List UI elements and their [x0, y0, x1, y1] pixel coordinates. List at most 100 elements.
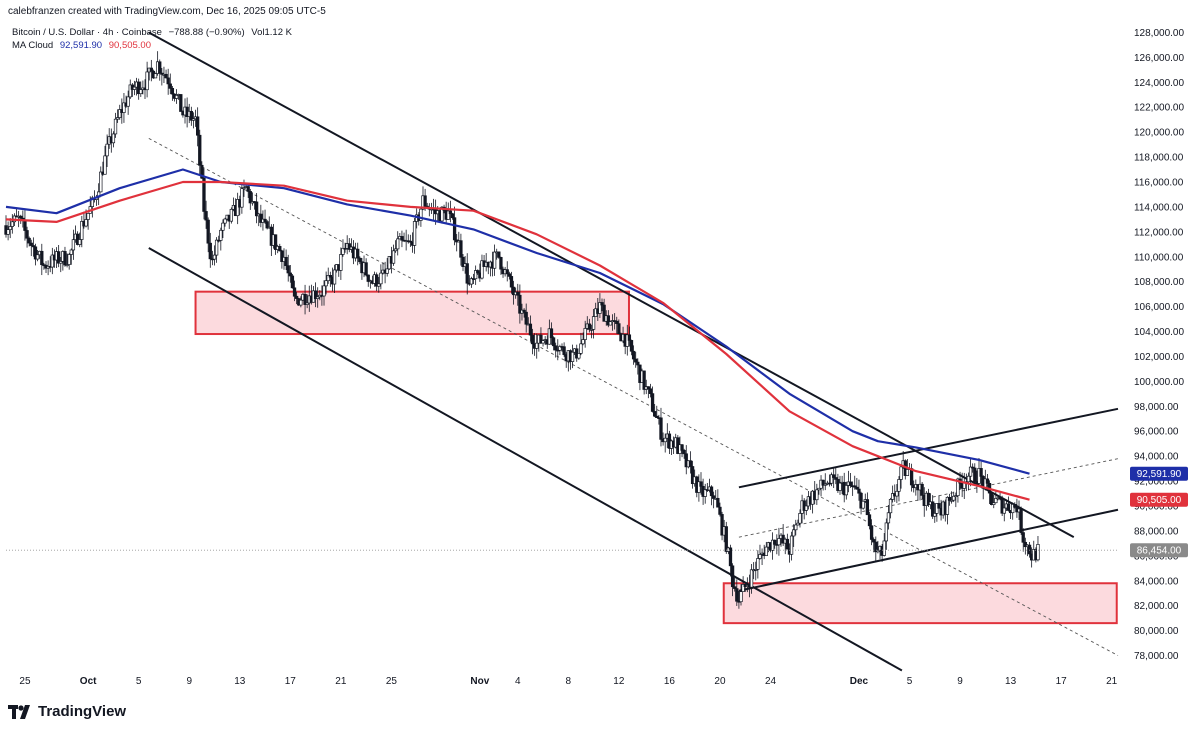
candle-body-63[interactable] [137, 81, 141, 95]
candle-body-199[interactable] [423, 195, 427, 207]
candle-body-17[interactable] [40, 250, 44, 266]
candle-body-207[interactable] [440, 206, 444, 222]
candle-body-389[interactable] [823, 483, 827, 486]
candle-body-483[interactable] [1021, 532, 1025, 543]
candle-body-255[interactable] [541, 340, 545, 344]
candle-body-213[interactable] [452, 217, 457, 241]
candle-body-221[interactable] [469, 278, 474, 285]
candle-body-354[interactable] [749, 569, 754, 588]
candle-body-405[interactable] [857, 488, 861, 494]
candle-body-358[interactable] [758, 554, 762, 559]
candle-body-322[interactable] [682, 449, 686, 455]
candle-body-287[interactable] [608, 321, 613, 326]
candle-body-283[interactable] [600, 302, 604, 306]
candle-body-152[interactable] [324, 280, 328, 287]
resistance-zone-2[interactable] [722, 582, 1118, 625]
candle-body-116[interactable] [248, 191, 252, 204]
candle-body-159[interactable] [339, 254, 343, 271]
candle-body-342[interactable] [724, 526, 728, 552]
candle-body-96[interactable] [206, 219, 210, 244]
candle-body-459[interactable] [971, 466, 975, 469]
candle-body-463[interactable] [979, 468, 983, 477]
candle-body-133[interactable] [284, 256, 288, 267]
candle-body-486[interactable] [1027, 544, 1032, 555]
candle-body-428[interactable] [905, 469, 910, 476]
candle-body-52[interactable] [113, 118, 118, 135]
candle-body-401[interactable] [848, 481, 853, 487]
tradingview-brand[interactable]: TradingView [8, 703, 126, 720]
candle-body-137[interactable] [292, 287, 297, 297]
candle-body-425[interactable] [899, 466, 903, 480]
candle-body-59[interactable] [128, 84, 132, 98]
candle-body-380[interactable] [804, 505, 808, 511]
candle-body-134[interactable] [286, 265, 290, 274]
candle-body-375[interactable] [794, 524, 798, 531]
candle-body-350[interactable] [741, 584, 745, 592]
candle-body-392[interactable] [829, 474, 834, 484]
candle-body-249[interactable] [528, 323, 533, 336]
candle-body-167[interactable] [356, 248, 360, 259]
candle-body-135[interactable] [288, 272, 292, 277]
candle-body-29[interactable] [65, 264, 69, 266]
candle-body-79[interactable] [170, 88, 175, 95]
candle-body-338[interactable] [716, 497, 720, 508]
candle-body-235[interactable] [499, 257, 503, 270]
candle-body-78[interactable] [168, 83, 172, 89]
candle-body-48[interactable] [105, 143, 109, 157]
candle-body-345[interactable] [730, 565, 735, 588]
candle-body-39[interactable] [86, 212, 90, 220]
candle-body-299[interactable] [634, 358, 638, 363]
candle-body-430[interactable] [909, 468, 914, 486]
candle-body-326[interactable] [690, 466, 695, 485]
candle-body-186[interactable] [396, 238, 400, 250]
candle-body-194[interactable] [412, 221, 417, 246]
candle-body-335[interactable] [709, 486, 714, 497]
candle-body-277[interactable] [587, 323, 592, 330]
candle-body-232[interactable] [492, 251, 497, 269]
candle-body-67[interactable] [145, 71, 149, 91]
candle-body-417[interactable] [882, 540, 886, 556]
trendline-4[interactable] [738, 407, 1119, 489]
candle-body-56[interactable] [122, 102, 126, 113]
candle-body-469[interactable] [992, 502, 996, 505]
candle-body-332[interactable] [703, 489, 707, 497]
candle-body-307[interactable] [650, 393, 655, 412]
candle-body-303[interactable] [642, 370, 646, 390]
candle-body-282[interactable] [598, 302, 602, 314]
candle-body-263[interactable] [558, 346, 562, 351]
candle-body-250[interactable] [530, 334, 535, 345]
candle-body-219[interactable] [465, 263, 469, 284]
candle-body-100[interactable] [214, 239, 219, 256]
candle-body-64[interactable] [139, 89, 143, 95]
candle-body-243[interactable] [516, 291, 520, 296]
candle-body-347[interactable] [735, 588, 739, 602]
candle-body-448[interactable] [947, 496, 952, 501]
candle-body-160[interactable] [341, 247, 345, 255]
price-axis[interactable]: 78,000.0080,000.0082,000.0084,000.0086,0… [1134, 28, 1184, 662]
candle-body-364[interactable] [770, 539, 775, 551]
candle-body-261[interactable] [554, 345, 558, 351]
candle-body-278[interactable] [589, 329, 594, 331]
candle-body-31[interactable] [69, 249, 73, 255]
candle-body-374[interactable] [792, 529, 796, 537]
indicator-row[interactable]: MA Cloud 92,591.90 90,505.00 [12, 39, 296, 52]
candle-body-110[interactable] [236, 199, 240, 217]
candle-body-211[interactable] [448, 210, 453, 215]
candle-body-252[interactable] [535, 342, 539, 349]
candle-body-308[interactable] [653, 411, 657, 417]
candle-body-290[interactable] [615, 320, 619, 324]
candle-body-104[interactable] [223, 218, 227, 224]
candle-body-279[interactable] [591, 316, 596, 330]
candle-body-275[interactable] [583, 328, 587, 340]
candle-body-406[interactable] [859, 492, 863, 509]
candle-body-95[interactable] [204, 211, 208, 221]
candle-body-244[interactable] [518, 294, 522, 314]
trendline-1[interactable] [148, 31, 1075, 539]
candle-body-449[interactable] [949, 499, 954, 502]
candle-body-404[interactable] [855, 486, 859, 490]
candle-body-298[interactable] [631, 350, 636, 360]
candle-body-112[interactable] [240, 188, 244, 208]
candle-body-147[interactable] [313, 290, 318, 299]
candle-body-451[interactable] [954, 495, 958, 498]
candle-body-7[interactable] [19, 215, 23, 219]
